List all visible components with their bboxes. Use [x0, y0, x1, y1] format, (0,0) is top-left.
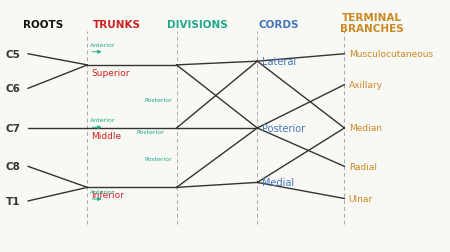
Text: Musculocutaneous: Musculocutaneous [349, 50, 433, 59]
Text: Posterior: Posterior [261, 123, 305, 134]
Text: CORDS: CORDS [258, 20, 299, 30]
Text: Ulnar: Ulnar [349, 194, 373, 203]
Text: Lateral: Lateral [261, 57, 296, 67]
Text: C8: C8 [6, 162, 21, 172]
Text: Posterior: Posterior [145, 156, 172, 162]
Text: Posterior: Posterior [136, 130, 164, 135]
Text: Axillary: Axillary [349, 81, 382, 90]
Text: Inferior: Inferior [92, 191, 125, 200]
Text: Superior: Superior [92, 69, 130, 78]
Text: Anterior: Anterior [90, 42, 115, 47]
Text: C5: C5 [6, 50, 21, 59]
Text: TERMINAL
BRANCHES: TERMINAL BRANCHES [340, 13, 404, 34]
Text: Radial: Radial [349, 162, 377, 171]
Text: Median: Median [349, 124, 382, 133]
Text: Anterior: Anterior [90, 189, 115, 194]
Text: C6: C6 [6, 84, 21, 94]
Text: Middle: Middle [92, 131, 122, 140]
Text: Anterior: Anterior [90, 118, 115, 122]
Text: C7: C7 [6, 123, 21, 134]
Text: DIVISIONS: DIVISIONS [167, 20, 228, 30]
Text: ROOTS: ROOTS [22, 20, 63, 30]
Text: T1: T1 [6, 196, 21, 206]
Text: TRUNKS: TRUNKS [93, 20, 141, 30]
Text: Medial: Medial [261, 178, 294, 188]
Text: Posterior: Posterior [145, 97, 172, 102]
